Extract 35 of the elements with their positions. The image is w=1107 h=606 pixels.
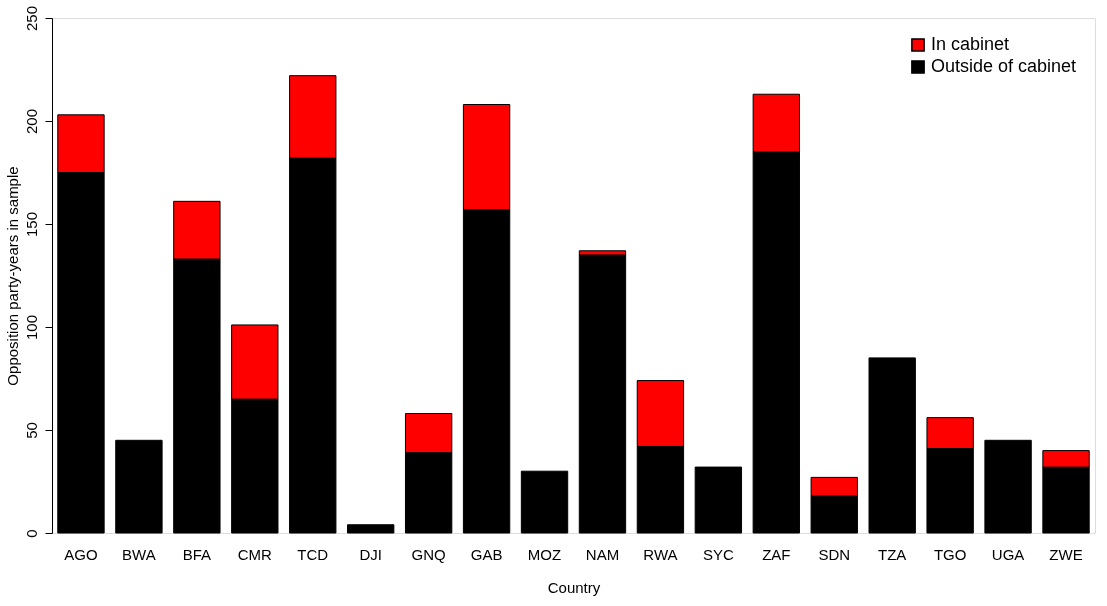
legend-label: Outside of cabinet [931,56,1077,76]
y-axis-title: Opposition party-years in sample [3,166,21,386]
x-tick-label: TCD [297,545,329,563]
bar [694,466,743,534]
bar [868,357,916,534]
bar [578,254,627,534]
x-tick-label: BFA [182,545,212,563]
legend-label: In cabinet [931,34,1010,54]
x-tick-label: NAM [585,545,620,563]
bar [347,524,395,534]
y-tick-label: 200 [22,108,40,135]
bar [115,439,163,534]
x-tick-label: GNQ [411,545,446,563]
y-tick-label: 0 [22,529,40,538]
x-tick-label: ZAF [762,545,791,563]
x-tick-label: AGO [64,545,98,563]
x-tick-label: ZWE [1049,545,1083,563]
x-tick-label: UGA [991,545,1025,563]
x-tick-label: RWA [643,545,678,563]
bar [520,470,569,534]
x-axis-title: Country [547,578,601,596]
x-tick-label: TZA [878,545,907,563]
x-tick-label: DJI [359,545,382,563]
x-tick-label: CMR [237,545,273,563]
x-tick-label: TGO [933,545,967,563]
x-tick-label: BWA [122,545,156,563]
x-tick-label: SYC [702,545,734,563]
y-tick-label: 150 [22,211,40,238]
x-tick-label: MOZ [527,545,562,563]
x-tick-label: GAB [470,545,503,563]
y-tick-label: 100 [22,314,40,341]
y-tick-label: 250 [22,5,40,32]
x-tick-label: SDN [818,545,851,563]
bar [984,439,1032,534]
y-tick-label: 50 [22,422,40,439]
